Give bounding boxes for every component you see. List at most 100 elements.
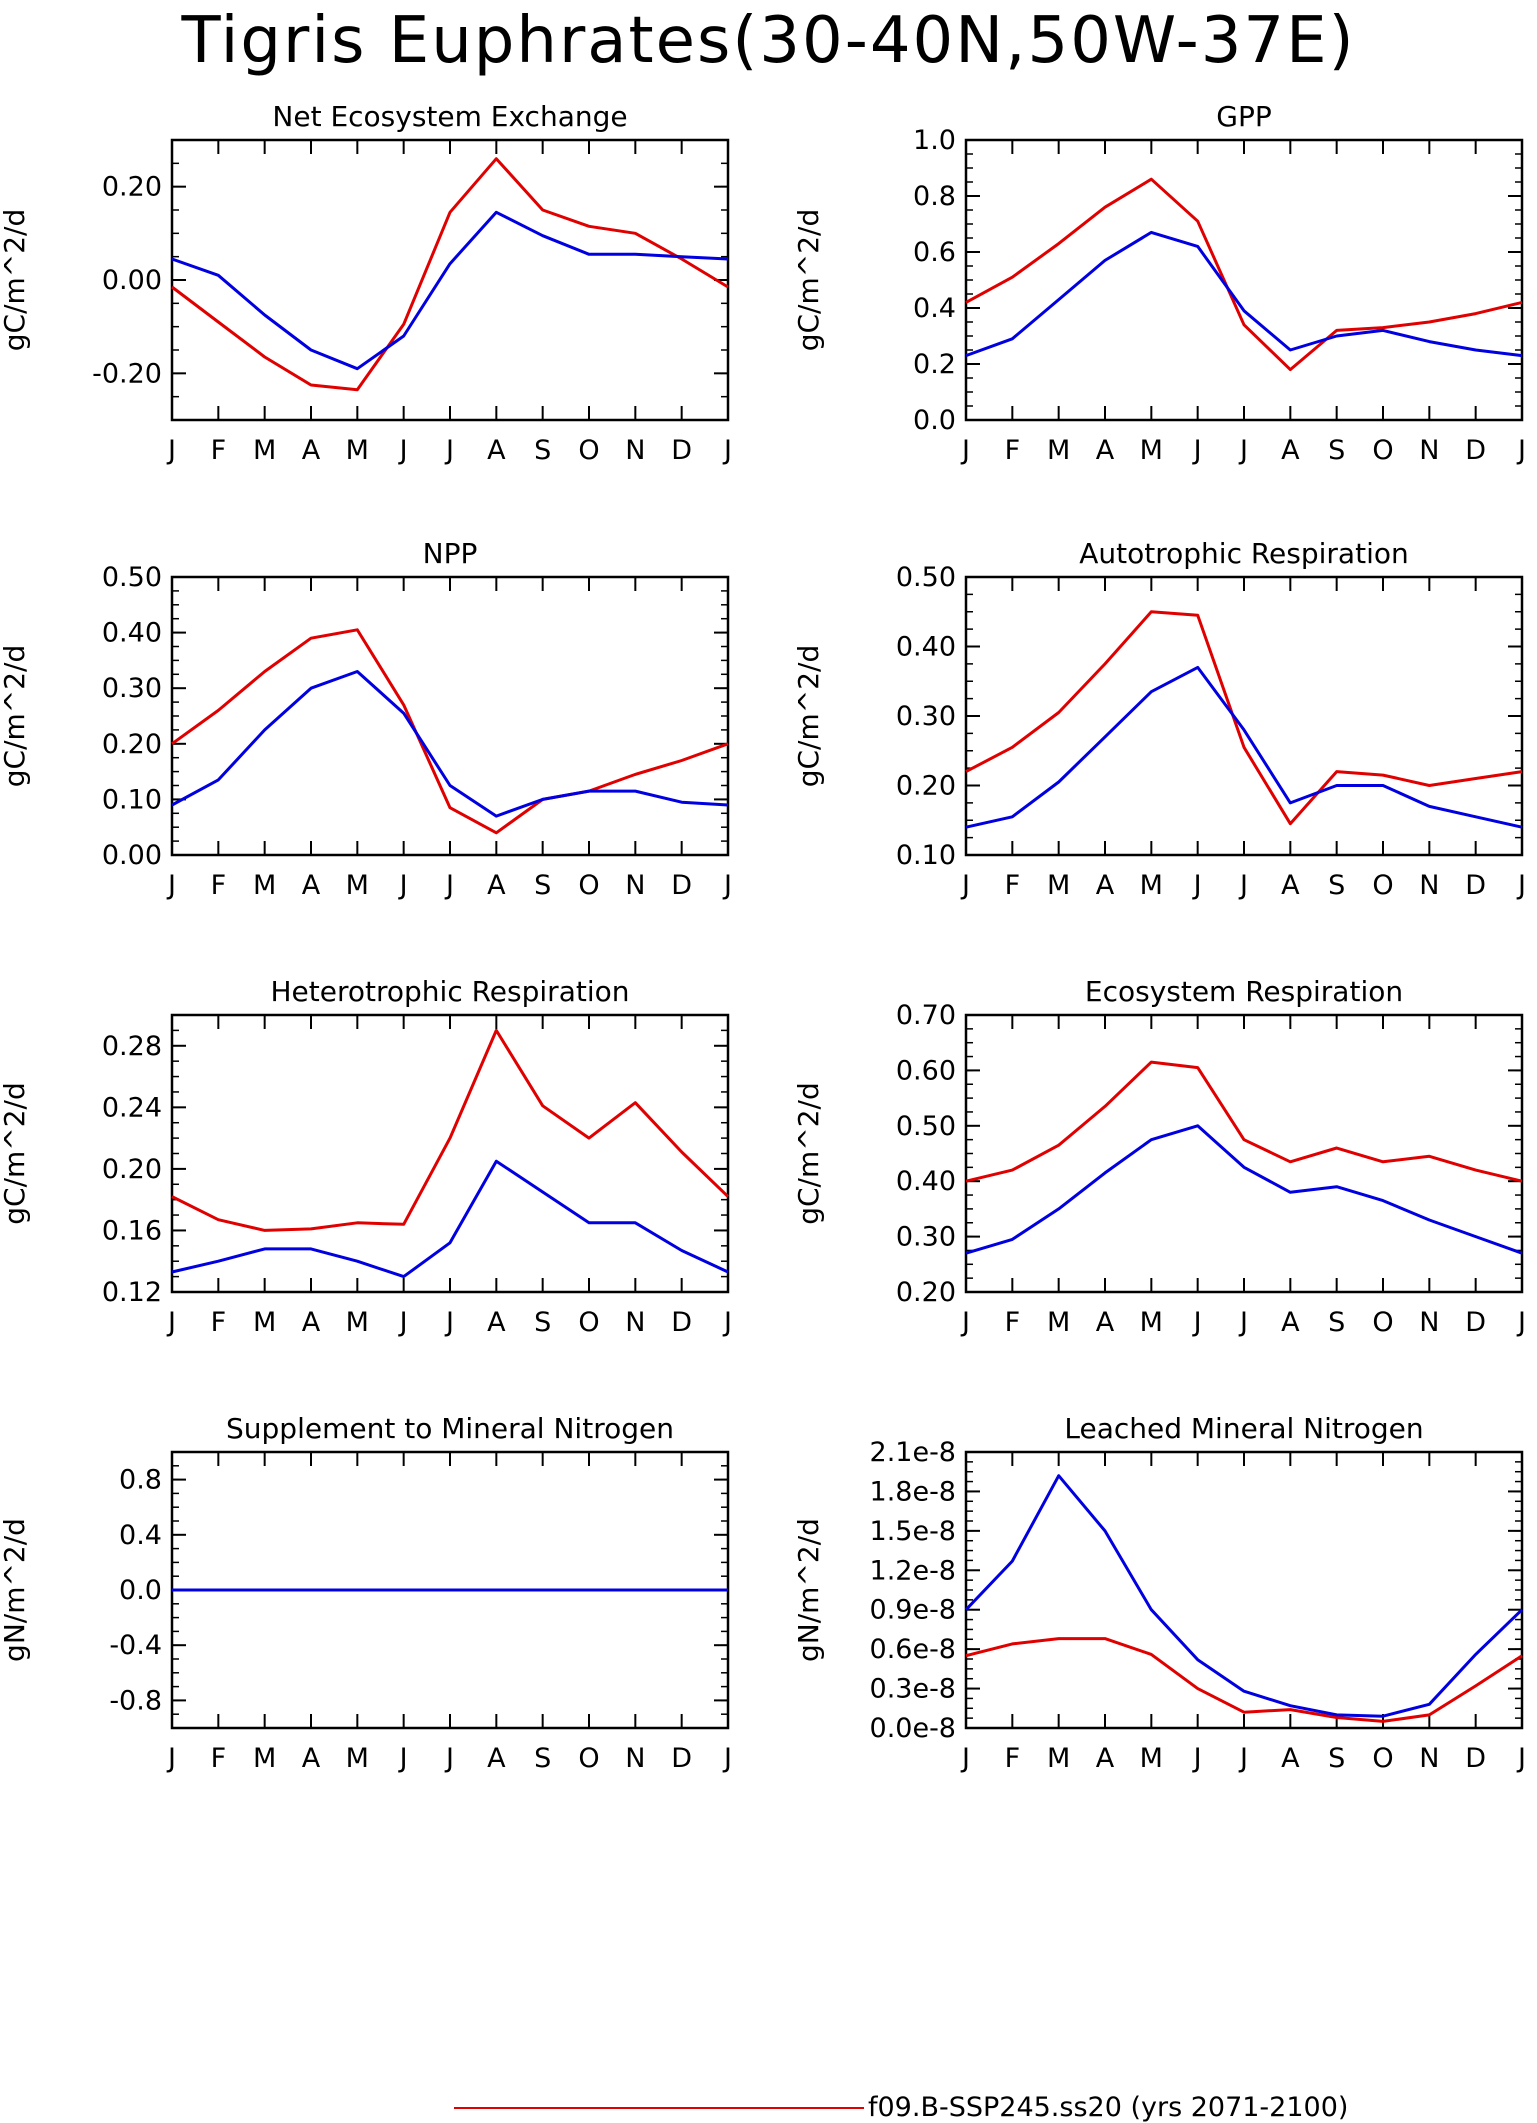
y-tick-label: 1.5e-8 [870,1516,956,1547]
x-tick-label: F [1005,1743,1021,1774]
y-tick-label: 0.2 [913,349,956,380]
x-tick-label: O [578,1307,599,1338]
series-line-red [965,177,1523,372]
x-tick-label: M [1140,435,1163,466]
x-tick-label: J [960,435,970,466]
x-tick-label: J [722,435,732,466]
x-tick-label: D [1465,435,1486,466]
chart-supplement-to-mineral-nitrogen: J F M A M J J A S O N D J-0.8-0.40.00.40.8Supplement… [0,1412,732,1774]
y-tick-label: 0.4 [119,1520,162,1551]
x-tick-label: J [1516,1743,1526,1774]
y-axis-label: gC/m^2/d [0,645,31,788]
y-tick-label: 0.50 [102,562,162,593]
x-tick-label: M [253,435,276,466]
x-tick-label: A [1281,1307,1300,1338]
y-tick-label: 1.0 [913,125,956,156]
y-axis-label: gC/m^2/d [0,1082,31,1225]
x-tick-label: J [1192,1743,1202,1774]
x-tick-label: J [398,1743,408,1774]
y-tick-label: 0.0e-8 [870,1713,956,1744]
y-tick-label: 0.70 [896,1000,956,1031]
x-tick-label: N [625,435,645,466]
series-line-red [965,1637,1523,1723]
series-line-blue [171,670,729,818]
x-tick-label: M [346,1743,369,1774]
x-tick-label: J [1238,870,1248,901]
x-tick-label: J [166,870,176,901]
x-tick-label: J [1516,1307,1526,1338]
page-title: Tigris Euphrates(30-40N,50W-37E) [181,4,1356,78]
y-tick-label: 0.20 [102,729,162,760]
x-tick-label: J [1192,1307,1202,1338]
x-tick-label: J [960,870,970,901]
x-tick-label: D [1465,1307,1486,1338]
x-tick-label: M [253,1743,276,1774]
chart-title: Net Ecosystem Exchange [272,100,627,133]
y-tick-label: 0.30 [102,673,162,704]
x-tick-label: N [625,1743,645,1774]
series-line-red [171,628,729,835]
y-axis-label: gC/m^2/d [792,209,825,352]
chart-title: NPP [423,537,478,570]
series-line-red [171,157,729,392]
y-tick-label: 0.9e-8 [870,1595,956,1626]
x-tick-label: M [1047,435,1070,466]
plot-frame [964,575,1524,857]
x-tick-label: J [1192,870,1202,901]
chart-autotrophic-respiration: J F M A M J J A S O N D J0.100.200.300.400.50Autotro… [792,537,1526,901]
y-tick-label: 0.40 [896,632,956,663]
x-tick-label: O [578,870,599,901]
x-tick-label: D [1465,870,1486,901]
x-tick-label: J [166,1743,176,1774]
legend-label: f09.B-SSP245.ss20 (yrs 2071-2100) [868,2092,1349,2123]
y-tick-label: 0.40 [896,1166,956,1197]
x-tick-label: D [671,435,692,466]
y-tick-label: 0.0 [913,405,956,436]
y-tick-label: 0.24 [102,1092,162,1123]
y-tick-label: 0.20 [896,1277,956,1308]
x-tick-label: A [487,1743,506,1774]
chart-title: Supplement to Mineral Nitrogen [226,1412,674,1445]
x-tick-label: J [1238,1743,1248,1774]
x-tick-label: D [671,1307,692,1338]
y-tick-label: 0.12 [102,1277,162,1308]
x-tick-label: M [1047,1307,1070,1338]
x-tick-label: M [1140,1307,1163,1338]
x-tick-label: A [302,1307,321,1338]
x-tick-label: F [1005,870,1021,901]
x-tick-label: J [1192,435,1202,466]
x-tick-label: M [346,870,369,901]
plot-frame [170,575,730,857]
x-tick-label: J [722,1743,732,1774]
x-tick-label: J [722,1307,732,1338]
x-tick-label: A [302,1743,321,1774]
chart-title: Heterotrophic Respiration [271,975,630,1008]
x-tick-label: J [960,1307,970,1338]
x-tick-label: O [578,1743,599,1774]
x-tick-label: A [1281,1743,1300,1774]
series-line-blue [171,1159,729,1279]
y-tick-label: 0.30 [896,1222,956,1253]
y-axis-label: gC/m^2/d [792,1082,825,1225]
chart-title: GPP [1216,100,1271,133]
x-tick-label: A [487,435,506,466]
x-tick-label: D [671,1743,692,1774]
x-tick-label: A [302,870,321,901]
x-tick-label: F [211,435,227,466]
chart-title: Leached Mineral Nitrogen [1064,1412,1423,1445]
x-tick-label: M [253,870,276,901]
legend-line-red [454,2107,864,2109]
x-tick-label: A [1096,1743,1115,1774]
y-axis-label: gN/m^2/d [792,1518,825,1662]
x-tick-label: J [444,435,454,466]
y-tick-label: 0.50 [896,1111,956,1142]
x-tick-label: A [1281,435,1300,466]
y-tick-label: 0.3e-8 [870,1674,956,1705]
legend: f09.B-SSP245.ss20 (yrs 2071-2100) [0,2092,1537,2123]
x-tick-label: J [960,1743,970,1774]
x-tick-label: J [398,435,408,466]
x-tick-label: J [444,870,454,901]
chart-ecosystem-respiration: J F M A M J J A S O N D J0.200.300.400.500.600.70Eco… [792,975,1526,1338]
